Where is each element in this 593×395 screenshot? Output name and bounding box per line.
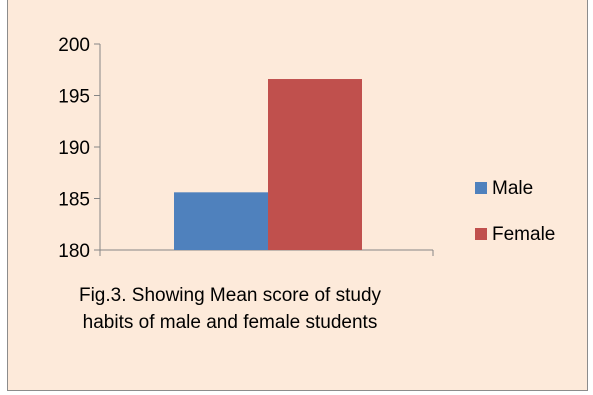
legend: Male Female [475,178,555,245]
bar-female [268,79,362,251]
bar-male [174,192,268,250]
y-tick-label: 190 [58,138,90,159]
y-tick-label: 195 [58,87,90,108]
y-tick-label: 185 [58,190,90,211]
legend-label-male: Male [492,178,533,199]
bars [174,79,362,251]
legend-label-female: Female [492,224,555,245]
y-tick-label: 200 [58,35,90,56]
legend-swatch-female [475,228,487,240]
y-tick-label: 180 [58,241,90,262]
legend-swatch-male [475,182,487,194]
chart-caption: Fig.3. Showing Mean score of study habit… [78,285,382,333]
